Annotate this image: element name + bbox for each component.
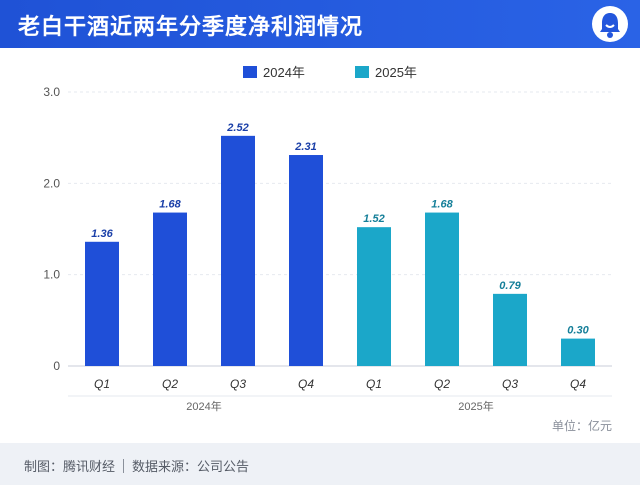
data-label: 1.36 <box>91 228 113 240</box>
chart-panel: 2024年 2025年 0 1.0 2.0 3.0 1.36 1.68 2.52 2.31 1.… <box>0 48 640 443</box>
bar-q2-0 <box>153 212 187 366</box>
data-label: 1.52 <box>363 213 384 225</box>
bar-q1-0 <box>85 241 119 366</box>
page-title: 老白干酒近两年分季度净利润情况 <box>18 14 364 39</box>
bar-q3-0 <box>221 135 255 366</box>
data-label: 2.31 <box>294 141 316 153</box>
y-tick-label: 0 <box>53 359 60 373</box>
data-label: 1.68 <box>431 199 453 211</box>
chart-credit: 制图：腾讯财经 <box>24 459 116 474</box>
bars: 1.36 1.68 2.52 2.31 1.52 1.68 0.79 0.30 <box>85 122 595 366</box>
bar-q4-0 <box>289 155 323 366</box>
data-label: 0.30 <box>567 325 589 337</box>
x-tick-label: Q4 <box>298 377 314 391</box>
data-label: 2.52 <box>226 122 248 134</box>
legend-swatch-0 <box>243 66 257 78</box>
x-tick-label: Q2 <box>162 377 178 391</box>
y-tick-label: 2.0 <box>43 176 60 190</box>
x-tick-label: Q1 <box>94 377 110 391</box>
bell-icon <box>592 6 628 42</box>
x-axis: Q1 Q2 Q3 Q4 2024年 Q1 Q2 Q3 Q4 2025年 <box>68 377 612 413</box>
bar-chart: 2024年 2025年 01.02.03.0 1.361.682.522.311.… <box>43 65 612 433</box>
footer-divider <box>123 459 125 473</box>
legend: 2024年 2025年 <box>243 65 417 80</box>
x-tick-label: Q4 <box>570 377 586 391</box>
x-tick-label: Q2 <box>434 377 450 391</box>
group-label: 2025年 <box>458 399 493 413</box>
gridlines <box>68 91 612 367</box>
y-axis: 0 1.0 2.0 3.0 <box>43 85 60 373</box>
footer: 制图：腾讯财经 数据来源：公司公告 <box>0 443 640 485</box>
bar-q4-1 <box>561 338 595 366</box>
bar-q2-1 <box>425 212 459 366</box>
data-label: 0.79 <box>499 280 521 292</box>
group-label: 2024年 <box>186 399 221 413</box>
legend-label-0: 2024年 <box>263 65 305 80</box>
legend-label-1: 2025年 <box>375 65 417 80</box>
data-label: 1.68 <box>159 199 181 211</box>
data-source: 数据来源：公司公告 <box>132 459 250 474</box>
unit-label: 单位：亿元 <box>552 418 612 433</box>
bar-q3-1 <box>493 293 527 366</box>
x-tick-label: Q3 <box>502 377 518 391</box>
x-tick-label: Q1 <box>366 377 382 391</box>
bar-q1-1 <box>357 227 391 366</box>
y-tick-label: 1.0 <box>43 268 60 282</box>
legend-swatch-1 <box>355 66 369 78</box>
y-tick-label: 3.0 <box>43 85 60 99</box>
header-bar: 老白干酒近两年分季度净利润情况 <box>0 0 640 48</box>
x-tick-label: Q3 <box>230 377 246 391</box>
footer-source: 制图：腾讯财经 数据来源：公司公告 <box>24 456 249 475</box>
